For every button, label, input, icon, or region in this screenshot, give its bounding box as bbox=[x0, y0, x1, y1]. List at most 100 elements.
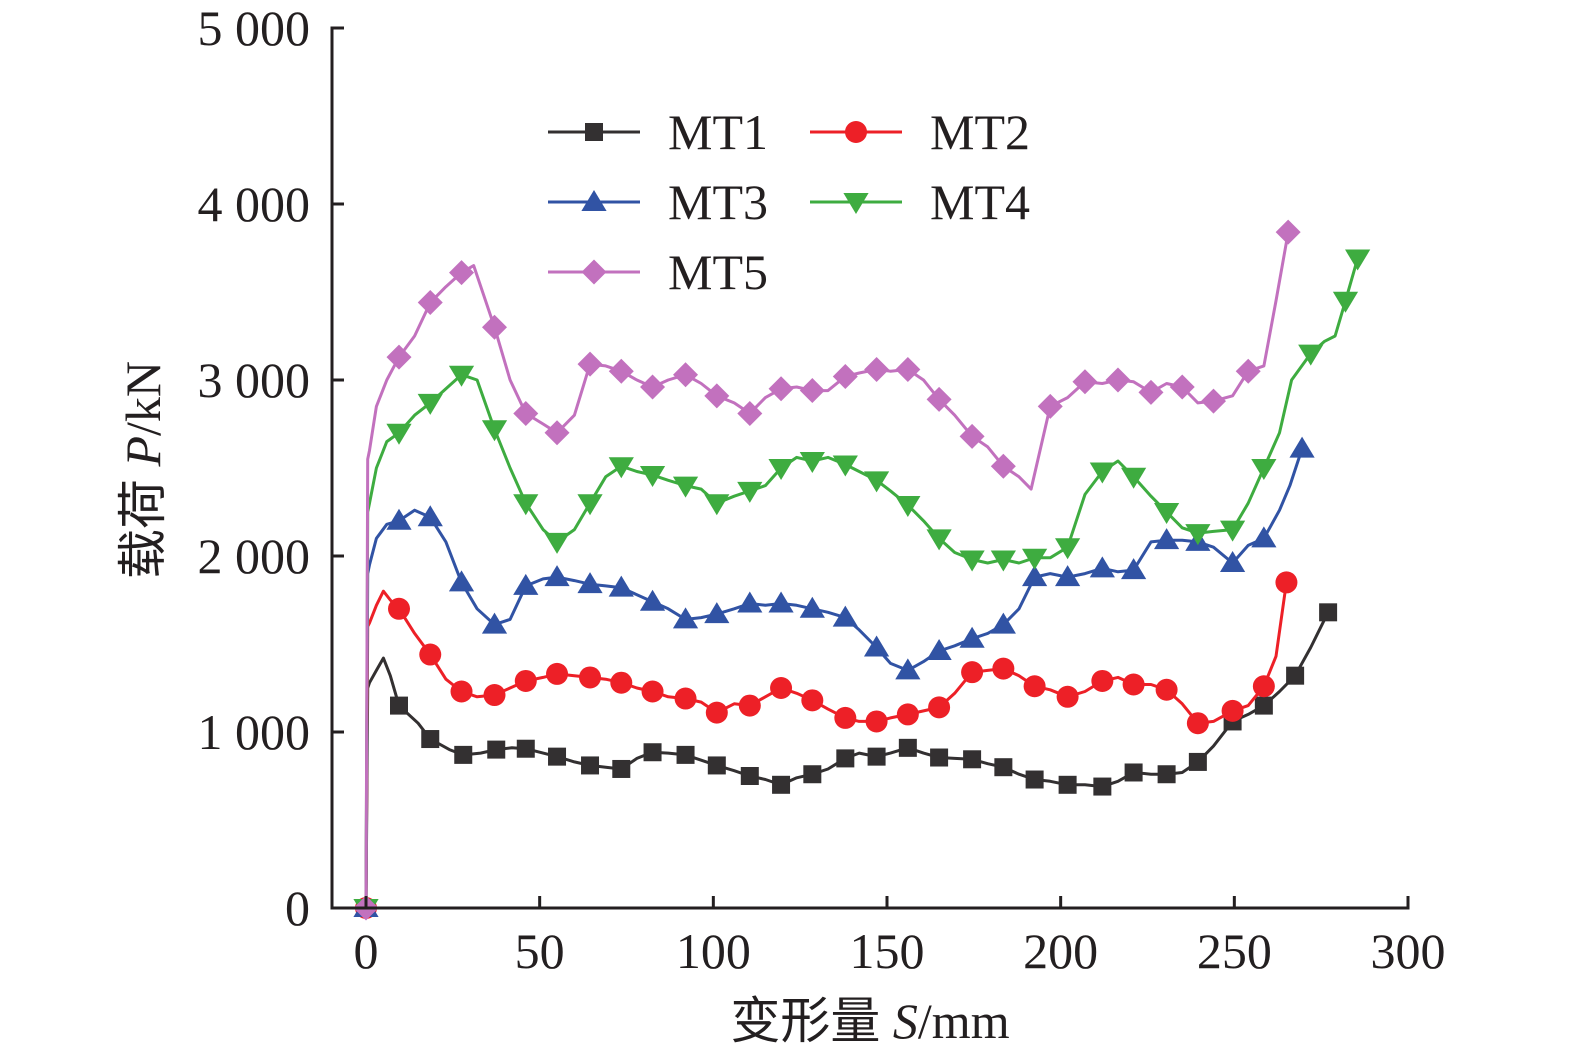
data-point-mt2 bbox=[674, 687, 697, 710]
data-point-mt3 bbox=[1022, 565, 1048, 587]
legend-marker bbox=[581, 190, 607, 211]
data-point-mt1 bbox=[740, 767, 759, 785]
data-point-mt1 bbox=[1093, 777, 1112, 796]
y-axis-title-unit: /kN bbox=[115, 361, 171, 436]
data-point-mt2 bbox=[770, 677, 793, 699]
data-point-mt1 bbox=[963, 750, 982, 769]
data-point-mt4 bbox=[704, 494, 730, 516]
data-point-mt4 bbox=[513, 494, 539, 516]
data-point-mt1 bbox=[487, 740, 506, 759]
legend-item-mt5: MT5 bbox=[548, 244, 768, 300]
data-point-mt3 bbox=[417, 505, 443, 527]
data-point-mt2 bbox=[738, 694, 761, 717]
legend-label: MT5 bbox=[668, 244, 768, 300]
data-point-mt5 bbox=[768, 376, 794, 402]
data-point-mt5 bbox=[1037, 393, 1063, 419]
data-point-mt5 bbox=[704, 383, 730, 409]
x-tick-label: 0 bbox=[354, 923, 379, 979]
series-line-mt3 bbox=[364, 447, 1304, 910]
data-point-mt4 bbox=[577, 494, 603, 516]
legend-label: MT1 bbox=[668, 104, 768, 160]
series-mt4 bbox=[353, 249, 1371, 920]
data-point-mt3 bbox=[1089, 556, 1115, 578]
data-point-mt4 bbox=[1298, 344, 1324, 366]
data-point-mt5 bbox=[737, 400, 763, 426]
x-tick-label: 250 bbox=[1197, 923, 1272, 979]
data-point-mt4 bbox=[926, 529, 952, 551]
data-point-mt4 bbox=[1332, 291, 1359, 313]
y-ticks: 0 1 000 2 000 3 000 4 000 5 000 bbox=[198, 0, 344, 936]
data-point-mt3 bbox=[799, 596, 825, 618]
x-axis-title-prefix: 变形量 bbox=[730, 993, 893, 1049]
data-point-mt1 bbox=[930, 748, 949, 767]
data-point-mt3 bbox=[513, 573, 539, 595]
data-point-mt5 bbox=[1235, 358, 1261, 384]
data-point-mt3 bbox=[737, 591, 763, 613]
x-tick-label: 50 bbox=[515, 923, 565, 979]
data-point-mt4 bbox=[1185, 524, 1211, 546]
data-point-mt4 bbox=[1121, 467, 1147, 489]
data-point-mt5 bbox=[640, 374, 666, 400]
series-mt3 bbox=[353, 436, 1315, 917]
data-point-mt1 bbox=[548, 747, 567, 766]
data-point-mt3 bbox=[577, 572, 603, 594]
data-point-mt5 bbox=[990, 453, 1016, 479]
data-point-mt5 bbox=[1072, 369, 1098, 395]
data-point-mt2 bbox=[450, 680, 473, 703]
data-point-mt3 bbox=[1219, 551, 1246, 573]
data-point-mt1 bbox=[1157, 765, 1176, 784]
data-point-mt2 bbox=[1221, 699, 1244, 722]
data-point-mt4 bbox=[799, 451, 825, 473]
data-point-mt3 bbox=[448, 570, 475, 592]
data-point-mt1 bbox=[1286, 666, 1305, 685]
data-point-mt2 bbox=[387, 597, 410, 620]
series-mt1 bbox=[357, 603, 1338, 917]
legend: MT1 MT2 MT3 MT4 MT5 bbox=[548, 104, 1030, 300]
data-point-mt2 bbox=[1122, 673, 1145, 696]
data-point-mt2 bbox=[1186, 712, 1209, 735]
data-point-mt4 bbox=[768, 459, 794, 480]
data-point-mt4 bbox=[895, 495, 921, 517]
x-axis-title-unit: /mm bbox=[918, 993, 1010, 1049]
data-point-mt1 bbox=[1025, 770, 1044, 789]
series-line-mt5 bbox=[364, 230, 1290, 910]
data-point-mt2 bbox=[834, 706, 857, 729]
data-point-mt4 bbox=[959, 550, 985, 572]
y-axis-title: 载荷 P/kN bbox=[115, 361, 171, 579]
data-point-mt4 bbox=[481, 420, 508, 442]
data-point-mt2 bbox=[483, 684, 506, 707]
data-point-mt4 bbox=[863, 471, 890, 493]
x-axis-title: 变形量 S/mm bbox=[730, 993, 1009, 1049]
data-point-mt3 bbox=[832, 605, 858, 627]
data-point-mt5 bbox=[926, 386, 952, 412]
data-point-mt2 bbox=[514, 669, 537, 692]
data-point-mt3 bbox=[1055, 565, 1081, 587]
y-tick-label: 2 000 bbox=[198, 528, 311, 584]
data-point-mt4 bbox=[832, 455, 858, 477]
data-point-mt5 bbox=[449, 260, 475, 286]
data-point-mt3 bbox=[895, 658, 921, 680]
data-point-mt5 bbox=[864, 356, 890, 382]
data-point-mt5 bbox=[482, 314, 508, 340]
data-point-mt1 bbox=[898, 738, 917, 757]
data-point-mt1 bbox=[836, 749, 855, 768]
data-point-mt1 bbox=[516, 739, 535, 758]
y-tick-label: 0 bbox=[285, 880, 310, 936]
data-point-mt3 bbox=[1251, 526, 1277, 548]
legend-label: MT3 bbox=[668, 174, 768, 230]
data-point-mt5 bbox=[386, 344, 412, 370]
data-point-mt5 bbox=[673, 362, 699, 388]
data-point-mt1 bbox=[1319, 603, 1338, 622]
data-point-mt3 bbox=[768, 591, 794, 613]
data-point-mt5 bbox=[1275, 219, 1301, 245]
data-point-mt1 bbox=[643, 743, 662, 762]
data-point-mt1 bbox=[454, 745, 473, 764]
legend-marker bbox=[585, 123, 603, 141]
data-point-mt3 bbox=[926, 639, 952, 661]
x-axis-title-var: S bbox=[893, 993, 918, 1049]
data-point-mt5 bbox=[959, 423, 985, 449]
data-point-mt3 bbox=[1154, 528, 1180, 550]
data-point-mt4 bbox=[1219, 520, 1246, 542]
data-point-mt2 bbox=[1275, 571, 1298, 594]
data-point-mt1 bbox=[1254, 696, 1273, 715]
